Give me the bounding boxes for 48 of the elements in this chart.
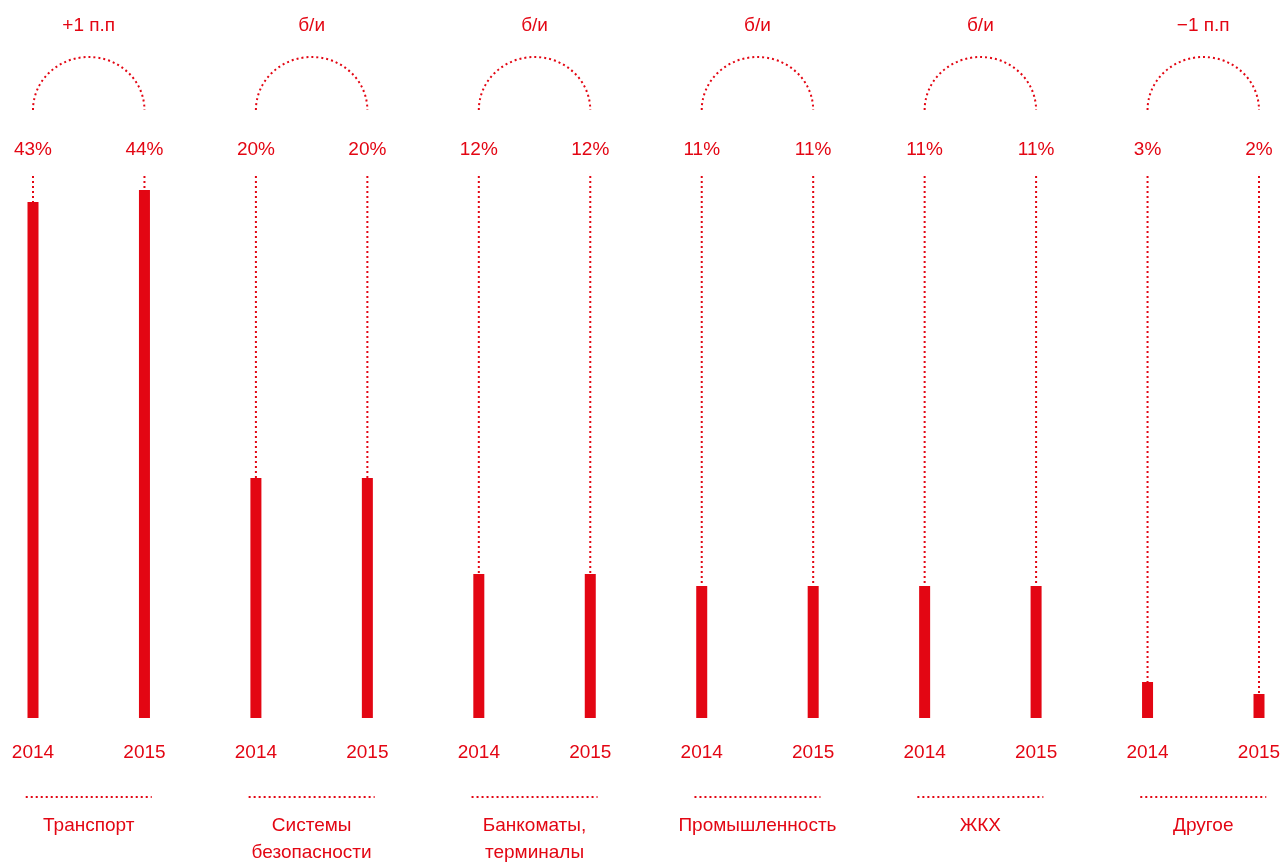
data-label: 11% xyxy=(794,138,832,159)
bar xyxy=(1030,586,1042,718)
bar xyxy=(27,202,39,718)
bar xyxy=(807,586,819,718)
data-label: 11% xyxy=(683,138,721,159)
data-label: 12% xyxy=(571,138,610,159)
x-tick-label: 2015 xyxy=(569,741,612,762)
x-tick-label: 2015 xyxy=(123,741,166,762)
bar xyxy=(584,574,596,718)
x-tick-label: 2014 xyxy=(903,741,947,762)
x-tick-label: 2014 xyxy=(680,741,724,762)
text: Промышленность xyxy=(677,813,838,837)
x-tick-label: 2014 xyxy=(1126,741,1170,762)
bar xyxy=(138,190,150,718)
text: б/и xyxy=(965,13,995,37)
data-label: 44% xyxy=(125,138,164,159)
bar xyxy=(473,574,485,718)
data-label: 11% xyxy=(1017,138,1055,159)
text: Транспорт xyxy=(42,813,136,837)
bar xyxy=(250,478,262,718)
text: б/и xyxy=(297,13,326,37)
text: б/и xyxy=(520,13,549,37)
data-label: 11% xyxy=(906,138,944,159)
data-label: 2% xyxy=(1245,138,1273,159)
x-tick-label: 2015 xyxy=(1014,741,1058,762)
x-tick-label: 2014 xyxy=(457,741,501,762)
bar xyxy=(696,586,708,718)
text: −1 п.п xyxy=(1175,13,1231,37)
bar xyxy=(361,478,373,718)
bar xyxy=(1253,694,1265,718)
text: Другое xyxy=(1172,813,1235,837)
text: +1 п.п xyxy=(61,13,117,37)
data-label: 43% xyxy=(13,138,53,159)
text: Банкоматы, терминалы xyxy=(481,813,588,864)
data-label: 20% xyxy=(236,138,276,159)
data-label: 12% xyxy=(459,138,498,159)
text: ЖКХ xyxy=(958,813,1002,837)
x-tick-label: 2015 xyxy=(346,741,389,762)
x-tick-label: 2014 xyxy=(11,741,55,762)
x-tick-label: 2014 xyxy=(234,741,278,762)
data-label: 3% xyxy=(1133,138,1162,159)
bar xyxy=(919,586,931,718)
text: б/и xyxy=(743,13,772,37)
x-tick-label: 2015 xyxy=(792,741,835,762)
text: Системы безопасности xyxy=(250,813,373,864)
data-label: 20% xyxy=(348,138,387,159)
x-tick-label: 2015 xyxy=(1237,741,1281,762)
bar xyxy=(1142,682,1154,718)
